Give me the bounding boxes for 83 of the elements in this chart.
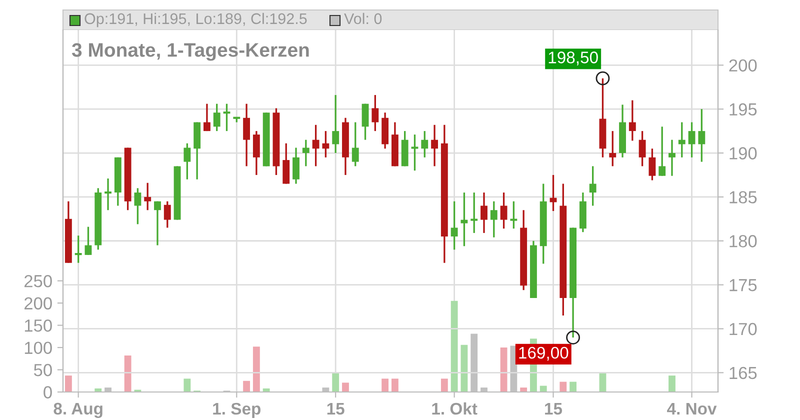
y2-tick-label: 165 xyxy=(730,366,757,380)
annotation: 198,50 xyxy=(548,52,598,66)
y2-tick-label: 170 xyxy=(730,322,757,336)
x-tick-label: 15 xyxy=(545,403,562,415)
candlestick xyxy=(638,130,646,168)
text: Vol: 0 xyxy=(344,12,382,24)
candlestick xyxy=(431,124,438,168)
candlestick xyxy=(460,192,468,247)
bar xyxy=(252,346,260,392)
x-tick-label: 15 xyxy=(327,403,344,415)
bar xyxy=(570,382,577,392)
candlestick xyxy=(302,138,310,168)
bar xyxy=(460,344,468,392)
bar xyxy=(382,378,389,392)
candlestick xyxy=(658,126,666,177)
text: Op:191, Hi:195, Lo:189, Cl:192.5 xyxy=(84,12,307,28)
annotation: 169,00 xyxy=(519,346,568,361)
candlestick xyxy=(480,192,488,234)
bar xyxy=(500,348,508,392)
y-tick-label: 250 xyxy=(24,274,52,288)
bar xyxy=(184,378,191,392)
candlestick xyxy=(312,124,320,168)
bar xyxy=(332,372,340,392)
candlestick xyxy=(372,94,379,132)
x-tick-label: 1. Okt xyxy=(432,402,478,415)
bar xyxy=(243,380,250,392)
candlestick xyxy=(450,200,458,250)
candlestick xyxy=(362,102,369,141)
bar xyxy=(64,376,72,392)
candlestick xyxy=(589,165,596,207)
candlestick xyxy=(213,102,220,132)
bar xyxy=(440,378,448,392)
bar xyxy=(480,388,488,392)
candlestick xyxy=(154,200,161,246)
candlestick xyxy=(282,142,290,185)
candlestick xyxy=(184,142,191,180)
bar xyxy=(540,386,547,392)
candlestick xyxy=(352,121,359,168)
y-tick-label: 150 xyxy=(24,319,52,332)
x-tick-label: 4. Nov xyxy=(667,403,717,415)
y2-tick-label: 175 xyxy=(730,279,757,292)
y2-tick-label: 195 xyxy=(730,103,757,116)
candlestick xyxy=(84,226,92,256)
candlestick xyxy=(164,200,171,229)
candlestick xyxy=(252,130,260,176)
y2-tick-label: 185 xyxy=(730,191,757,204)
candlestick xyxy=(628,99,636,142)
y2-tick-label: 180 xyxy=(730,235,757,248)
bar xyxy=(470,334,478,392)
bar xyxy=(391,378,398,392)
x-tick-label: 8. Aug xyxy=(54,402,102,418)
candlestick xyxy=(292,146,300,185)
candlestick xyxy=(490,200,498,238)
candlestick xyxy=(134,187,142,226)
candlestick xyxy=(500,192,508,230)
bar xyxy=(450,300,458,392)
candlestick xyxy=(322,130,330,158)
candlestick xyxy=(688,121,696,158)
y-tick-label: 100 xyxy=(24,342,52,354)
candlestick xyxy=(332,94,340,154)
bar xyxy=(668,376,676,392)
y-tick-label: 200 xyxy=(24,297,52,310)
candlestick xyxy=(698,108,706,163)
candlestick xyxy=(144,182,152,211)
candlestick xyxy=(648,148,656,182)
bar xyxy=(520,388,528,392)
bar xyxy=(124,356,132,392)
x-tick-label: 1. Sep xyxy=(213,402,261,418)
bar xyxy=(104,388,112,392)
bar xyxy=(322,388,330,392)
bar xyxy=(342,382,349,392)
candlestick xyxy=(204,102,210,132)
y2-tick-label: 200 xyxy=(729,59,757,72)
candlestick xyxy=(668,138,676,177)
text: 3 Monate, 1-Tages-Kerzen xyxy=(72,43,309,61)
candlestick xyxy=(609,130,616,168)
candlestick xyxy=(421,130,428,158)
candlestick xyxy=(243,102,250,168)
y2-tick-label: 190 xyxy=(730,147,757,160)
candlestick xyxy=(678,121,686,158)
y-tick-label: 50 xyxy=(34,364,52,376)
y-tick-label: 0 xyxy=(44,386,52,398)
bar xyxy=(560,382,567,392)
